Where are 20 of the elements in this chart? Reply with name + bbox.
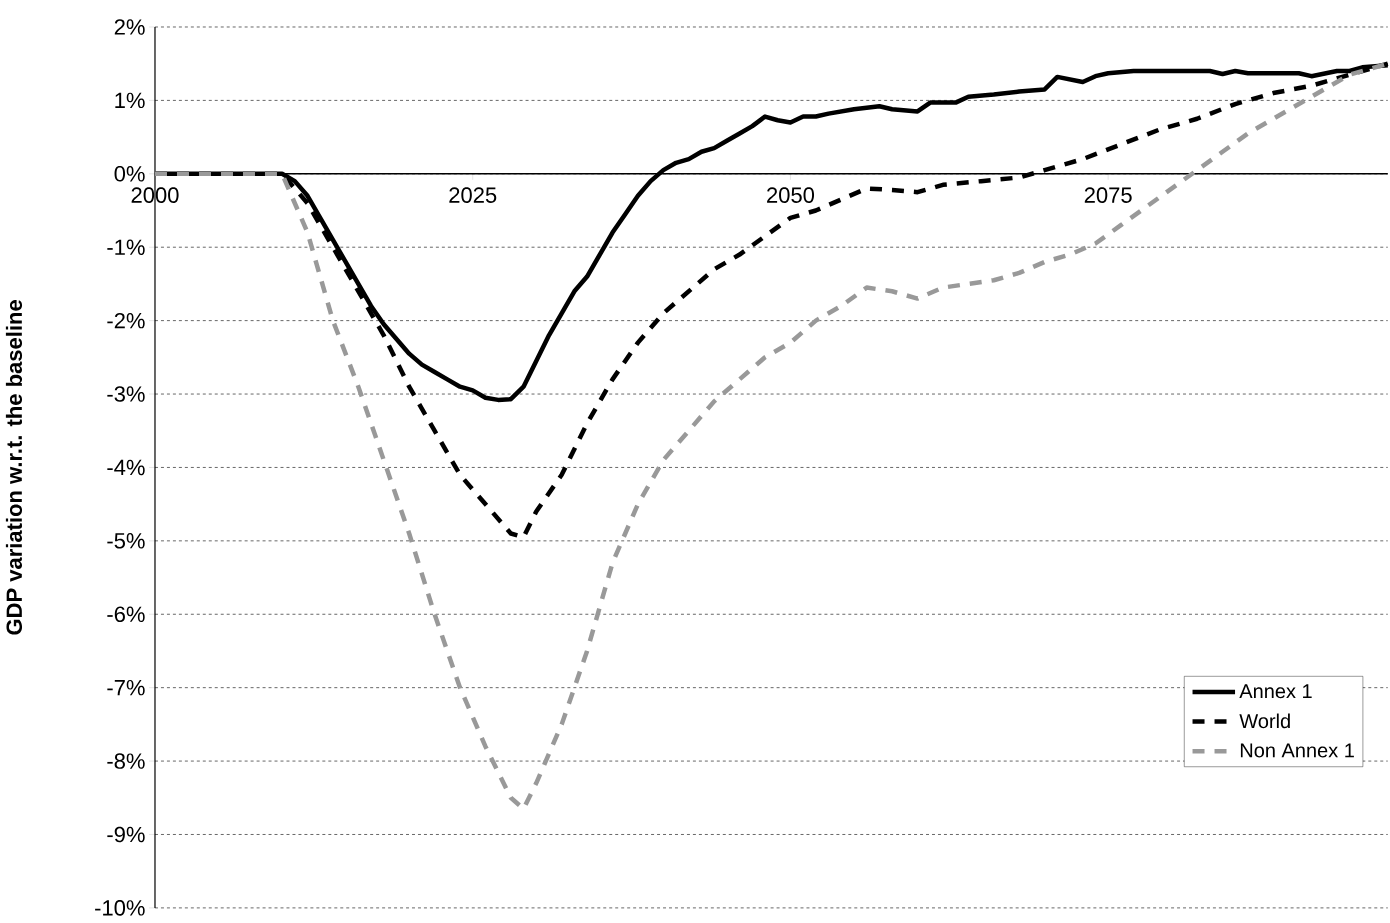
x-tick-label: 2050 [767, 187, 815, 203]
y-tick-label: -7% [107, 680, 145, 696]
y-tick-label: -2% [107, 312, 145, 329]
y-tick-label: -8% [107, 753, 145, 769]
y-tick-label: -9% [107, 826, 145, 843]
y-tick-label: -4% [107, 459, 145, 476]
legend-label: Annex 1 [1239, 684, 1312, 699]
y-axis-title: GDP variation w.r.t. the baseline [5, 300, 23, 635]
y-tick-label: 2% [114, 19, 145, 35]
y-tick-label: -3% [107, 386, 145, 402]
x-tick-label: 2025 [449, 187, 497, 203]
y-tick-label: 1% [115, 92, 145, 109]
y-tick-label: -10% [95, 900, 145, 916]
y-tick-label: -6% [107, 606, 145, 623]
legend-label: Non Annex 1 [1240, 743, 1354, 758]
legend-label: World [1239, 713, 1290, 729]
x-tick-label: 2075 [1084, 187, 1132, 203]
y-tick-label: 0% [114, 166, 145, 182]
y-tick-label: -5% [107, 533, 145, 549]
y-tick-label: -1% [107, 239, 145, 255]
